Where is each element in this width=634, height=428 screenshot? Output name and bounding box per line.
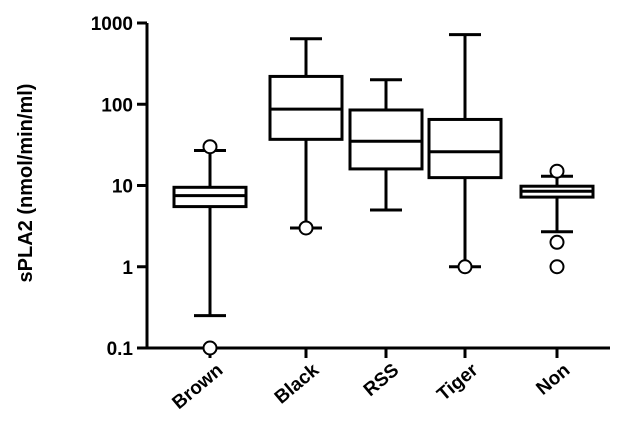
y-tick-label: 1 [122,258,133,279]
x-axis: Brown Black RSS Tiger Non [145,346,610,414]
y-axis: 0.1 1 10 100 1000 [91,14,149,360]
box-group-rss [348,78,424,212]
y-axis-title: sPLA2 (nmol/min/ml) [15,84,37,283]
outlier-point [549,163,565,179]
outlier-point [549,234,565,250]
outlier-point [202,139,218,155]
x-tick-label: Tiger [433,359,482,405]
y-tick-label: 100 [101,95,133,116]
x-tick-label: RSS [360,360,403,401]
outlier-point [549,259,565,275]
boxes [172,33,595,356]
y-tick-label: 1000 [91,14,133,35]
box-group-non [519,163,595,275]
y-tick-label: 10 [112,177,133,198]
x-tick-label: Black [271,359,324,408]
outlier-point [457,259,473,275]
box-group-brown [172,139,248,356]
x-tick-label: Non [532,360,574,400]
box-group-black [268,37,344,236]
box-iqr [427,117,503,180]
y-tick-label: 0.1 [107,339,134,360]
outlier-point [202,340,218,356]
x-tick-label: Brown [168,360,227,414]
outlier-point [298,220,314,236]
box-iqr [348,108,424,171]
box-group-tiger [427,33,503,275]
